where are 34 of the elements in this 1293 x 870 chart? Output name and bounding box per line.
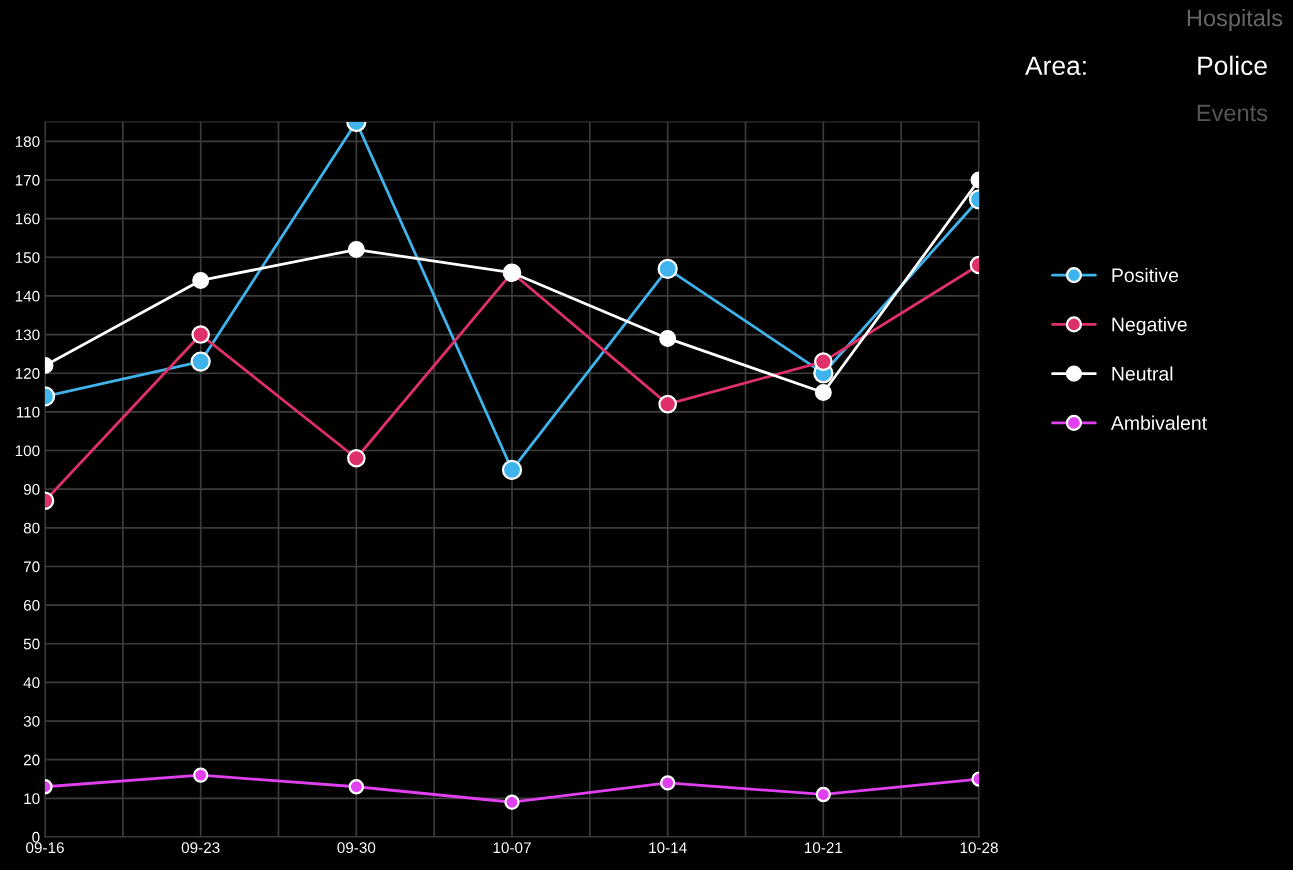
legend-label: Positive: [1112, 267, 1179, 283]
x-tick-label: 09-16: [26, 842, 64, 854]
y-tick-label: 70: [23, 561, 40, 573]
y-tick-label: 100: [15, 445, 40, 457]
legend-label: Ambivalent: [1110, 415, 1207, 430]
text: Events: [1197, 104, 1268, 122]
y-tick-label: 80: [23, 522, 40, 534]
y-tick-label: 40: [23, 677, 40, 689]
y-tick-label: 10: [24, 793, 40, 805]
x-tick-label: 10-07: [493, 842, 531, 854]
x-tick-label: 09-23: [181, 842, 220, 854]
x-tick-label: 10-21: [804, 842, 843, 854]
x-tick-label: 10-14: [649, 842, 687, 854]
x-tick-label: 10-28: [960, 842, 998, 854]
text: Area:: [1025, 56, 1086, 76]
y-tick-label: 120: [15, 368, 40, 379]
y-tick-label: 180: [15, 136, 40, 148]
y-tick-label: 0: [32, 831, 40, 843]
legend-label: Neutral: [1112, 366, 1173, 381]
y-tick-label: 110: [16, 406, 40, 418]
y-tick-label: 160: [15, 213, 40, 225]
x-tick-label: 09-30: [337, 842, 376, 854]
y-tick-label: 150: [15, 252, 40, 263]
legend-label: Negative: [1112, 317, 1187, 336]
text: Hospitals: [1187, 9, 1283, 31]
y-tick-label: 130: [15, 329, 40, 341]
y-tick-label: 30: [23, 715, 40, 727]
text: Police: [1198, 55, 1267, 76]
y-tick-label: 20: [23, 754, 40, 766]
y-tick-label: 90: [23, 484, 40, 495]
y-tick-label: 170: [15, 174, 40, 186]
y-tick-label: 60: [23, 599, 40, 611]
y-tick-label: 140: [15, 290, 40, 302]
y-tick-label: 50: [23, 638, 40, 650]
